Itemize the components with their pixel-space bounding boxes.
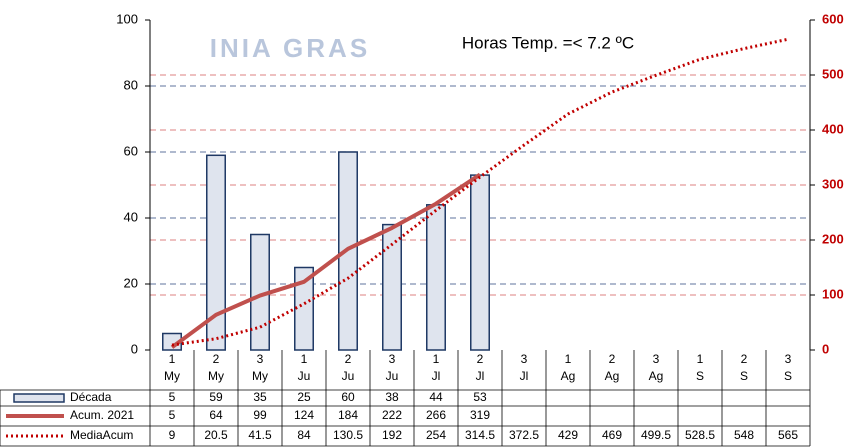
y-tick-label: 60 xyxy=(124,143,138,158)
table-value: 5 xyxy=(169,390,176,404)
table-value: 469 xyxy=(602,428,622,442)
x-tick-label: S xyxy=(740,369,748,383)
x-tick-label: 1 xyxy=(169,352,176,366)
x-tick-label: My xyxy=(164,369,180,383)
y2-tick-label: 500 xyxy=(822,66,844,81)
x-tick-label: 1 xyxy=(301,352,308,366)
table-value: 64 xyxy=(209,408,223,422)
bar xyxy=(470,174,490,351)
table-value: 565 xyxy=(778,428,798,442)
x-tick-label: Ju xyxy=(386,369,399,383)
x-tick-label: 3 xyxy=(257,352,264,366)
legend-label: Década xyxy=(70,390,112,404)
table-value: 9 xyxy=(169,428,176,442)
y-tick-label: 100 xyxy=(116,11,138,26)
table-value: 314.5 xyxy=(465,428,495,442)
x-tick-label: Jl xyxy=(476,369,485,383)
x-tick-label: S xyxy=(784,369,792,383)
x-tick-label: Ag xyxy=(561,369,576,383)
table-value: 184 xyxy=(338,408,358,422)
table-value: 20.5 xyxy=(204,428,228,442)
x-tick-label: 2 xyxy=(609,352,616,366)
x-tick-label: My xyxy=(252,369,268,383)
table-value: 44 xyxy=(429,390,443,404)
x-tick-label: 1 xyxy=(565,352,572,366)
annotation: Horas Temp. =< 7.2 ºC xyxy=(462,33,634,52)
y-tick-label: 20 xyxy=(124,275,138,290)
table-value: 53 xyxy=(473,390,487,404)
x-tick-label: Jl xyxy=(520,369,529,383)
y2-tick-label: 0 xyxy=(822,341,829,356)
table-value: 192 xyxy=(382,428,402,442)
bar xyxy=(426,204,446,351)
table-value: 38 xyxy=(385,390,399,404)
table-value: 5 xyxy=(169,408,176,422)
logo: INIA GRAS xyxy=(210,33,370,63)
x-tick-label: 3 xyxy=(389,352,396,366)
y2-tick-label: 400 xyxy=(822,121,844,136)
table-value: 99 xyxy=(253,408,267,422)
x-tick-label: 1 xyxy=(433,352,440,366)
y-tick-label: 0 xyxy=(131,341,138,356)
x-tick-label: 2 xyxy=(213,352,220,366)
x-tick-label: Ju xyxy=(298,369,311,383)
table-value: 222 xyxy=(382,408,402,422)
y2-tick-label: 600 xyxy=(822,11,844,26)
x-tick-label: 2 xyxy=(477,352,484,366)
table-value: 124 xyxy=(294,408,314,422)
x-tick-label: Ju xyxy=(342,369,355,383)
table-value: 60 xyxy=(341,390,355,404)
table-value: 528.5 xyxy=(685,428,715,442)
y2-tick-label: 300 xyxy=(822,176,844,191)
x-tick-label: 3 xyxy=(521,352,528,366)
x-tick-label: 2 xyxy=(345,352,352,366)
x-tick-label: 3 xyxy=(785,352,792,366)
table-value: 429 xyxy=(558,428,578,442)
x-tick-label: S xyxy=(696,369,704,383)
x-tick-label: Jl xyxy=(432,369,441,383)
bar xyxy=(206,154,226,351)
table-value: 319 xyxy=(470,408,490,422)
bar xyxy=(294,266,314,351)
table-value: 266 xyxy=(426,408,446,422)
x-tick-label: 3 xyxy=(653,352,660,366)
table-value: 84 xyxy=(297,428,311,442)
x-tick-label: 1 xyxy=(697,352,704,366)
table-value: 548 xyxy=(734,428,754,442)
x-tick-label: Ag xyxy=(605,369,620,383)
bar xyxy=(382,223,402,351)
table-value: 35 xyxy=(253,390,267,404)
line xyxy=(171,37,789,347)
line xyxy=(170,172,482,349)
table-value: 130.5 xyxy=(333,428,363,442)
table-value: 25 xyxy=(297,390,311,404)
table-value: 372.5 xyxy=(509,428,539,442)
y2-tick-label: 100 xyxy=(822,286,844,301)
x-tick-label: My xyxy=(208,369,224,383)
table-value: 59 xyxy=(209,390,223,404)
x-tick-label: 2 xyxy=(741,352,748,366)
legend-label: Acum. 2021 xyxy=(70,408,134,422)
table-value: 499.5 xyxy=(641,428,671,442)
y-tick-label: 40 xyxy=(124,209,138,224)
table-value: 41.5 xyxy=(248,428,272,442)
y-tick-label: 80 xyxy=(124,77,138,92)
y2-tick-label: 200 xyxy=(822,231,844,246)
table-value: 254 xyxy=(426,428,446,442)
x-tick-label: Ag xyxy=(649,369,664,383)
legend-key xyxy=(13,393,65,403)
legend-label: MediaAcum xyxy=(70,428,133,442)
